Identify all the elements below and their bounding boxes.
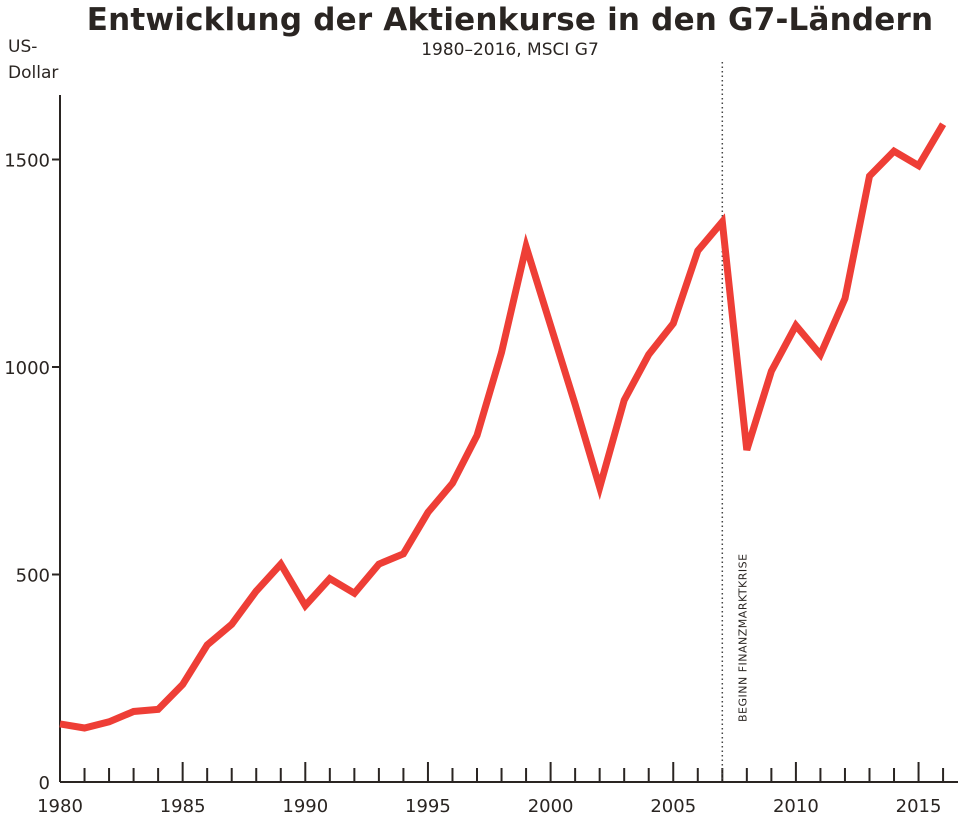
x-tick-label-1980: 1980 xyxy=(37,796,83,817)
chart-subtitle: 1980–2016, MSCI G7 xyxy=(421,40,599,60)
y-axis-label-line1: US- xyxy=(8,37,38,57)
y-axis-label: US- Dollar xyxy=(8,34,58,86)
x-tick-label-2010: 2010 xyxy=(773,796,819,817)
y-axis-label-line2: Dollar xyxy=(8,63,59,83)
y-tick-label-500: 500 xyxy=(16,566,50,587)
x-tick-label-1990: 1990 xyxy=(282,796,328,817)
y-tick-label-1000: 1000 xyxy=(4,358,50,379)
y-tick-label-0: 0 xyxy=(39,773,50,794)
x-tick-label-2015: 2015 xyxy=(896,796,942,817)
crisis-annotation-label: BEGINN FINANZMARKTKRISE xyxy=(736,553,749,722)
series-line xyxy=(59,122,947,732)
y-tick-label-1500: 1500 xyxy=(4,151,50,172)
chart-title: Entwicklung der Aktienkurse in den G7-Lä… xyxy=(86,2,934,38)
x-tick-label-1995: 1995 xyxy=(405,796,451,817)
x-tick-label-2000: 2000 xyxy=(528,796,574,817)
x-tick-label-2005: 2005 xyxy=(650,796,696,817)
x-tick-label-1985: 1985 xyxy=(160,796,206,817)
